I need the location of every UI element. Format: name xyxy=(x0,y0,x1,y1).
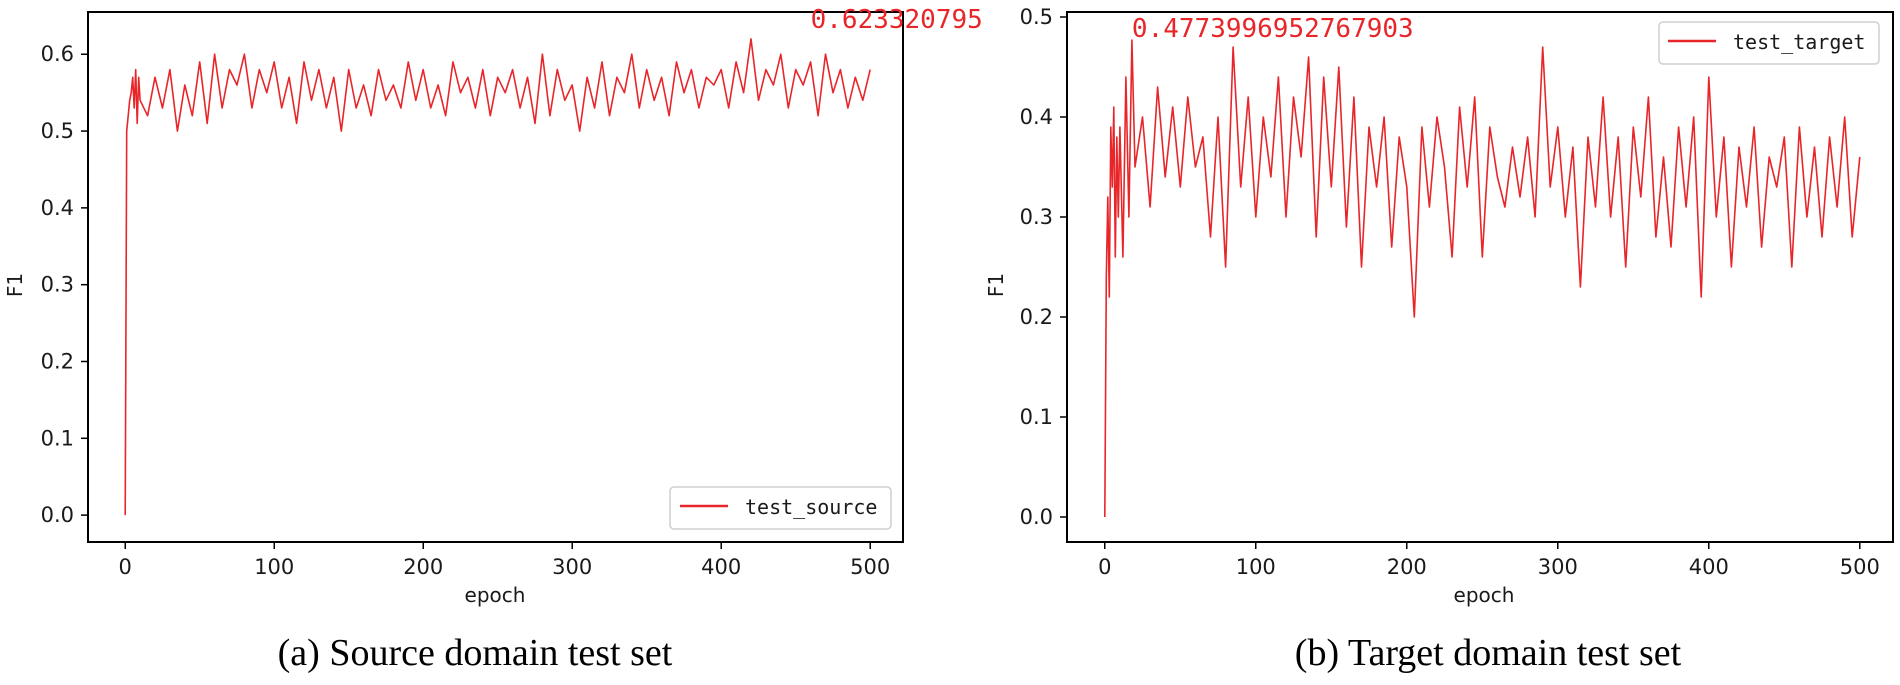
x-tick-label: 0 xyxy=(119,555,132,579)
legend-box xyxy=(1658,21,1880,65)
x-tick-label: 400 xyxy=(1689,555,1729,579)
y-tick-label: 0.2 xyxy=(1020,305,1053,329)
x-tick-label: 200 xyxy=(403,555,443,579)
y-tick-label: 0.5 xyxy=(41,119,74,143)
x-axis-label: epoch xyxy=(1454,583,1515,607)
series-line-test_source xyxy=(124,38,871,516)
y-tick-label: 0.1 xyxy=(41,426,74,450)
x-tick-label: 100 xyxy=(1236,555,1276,579)
x-tick-label: 500 xyxy=(850,555,890,579)
ticks: 0 100 200 300 400 500 0.0 0.1 0.2 0.3 0.4 0.5 0.6 xyxy=(41,42,891,579)
y-tick-label: 0.4 xyxy=(41,196,74,220)
y-axis-label: F1 xyxy=(984,273,1008,297)
axes-frame xyxy=(87,11,904,543)
legend-label: test_source xyxy=(745,495,877,519)
y-tick-label: 0.5 xyxy=(1020,5,1053,29)
series-line-test_target xyxy=(1104,39,1861,518)
y-tick-label: 0.2 xyxy=(41,349,74,373)
y-tick-label: 0.4 xyxy=(1020,105,1053,129)
y-tick-label: 0.6 xyxy=(41,42,74,66)
x-tick-label: 100 xyxy=(254,555,294,579)
legend-box xyxy=(669,486,892,530)
legend: test_target xyxy=(1658,21,1880,65)
x-axis-label: epoch xyxy=(465,583,526,607)
y-tick-label: 0.3 xyxy=(1020,205,1053,229)
plot-area xyxy=(1104,39,1861,518)
y-tick-label: 0.0 xyxy=(41,503,74,527)
y-tick-label: 0.0 xyxy=(1020,505,1053,529)
x-tick-label: 300 xyxy=(1538,555,1578,579)
x-tick-label: 500 xyxy=(1840,555,1880,579)
y-tick-label: 0.1 xyxy=(1020,405,1053,429)
panel-caption: (a) Source domain test set xyxy=(278,632,673,674)
chart-panel-source: 0 100 200 300 400 500 0.0 0.1 0.2 0.3 0.4 0.5 0.6 ep… xyxy=(3,5,983,674)
x-tick-label: 300 xyxy=(552,555,592,579)
peak-annotation: 0.623320795 xyxy=(811,5,983,35)
legend: test_source xyxy=(669,486,892,530)
peak-annotation: 0.4773996952767903 xyxy=(1132,14,1414,44)
plot-area xyxy=(124,38,871,516)
ticks: 0 100 200 300 400 500 0.0 0.1 0.2 0.3 0.4 0.5 xyxy=(1020,5,1880,579)
y-tick-label: 0.3 xyxy=(41,273,74,297)
y-axis-label: F1 xyxy=(3,273,27,297)
panel-caption: (b) Target domain test set xyxy=(1295,632,1682,674)
x-tick-label: 400 xyxy=(701,555,741,579)
axes-frame xyxy=(1066,11,1894,543)
legend-label: test_target xyxy=(1733,30,1865,54)
chart-panel-target: 0 100 200 300 400 500 0.0 0.1 0.2 0.3 0.4 0.5 epoch… xyxy=(984,5,1894,674)
x-tick-label: 0 xyxy=(1098,555,1111,579)
x-tick-label: 200 xyxy=(1387,555,1427,579)
